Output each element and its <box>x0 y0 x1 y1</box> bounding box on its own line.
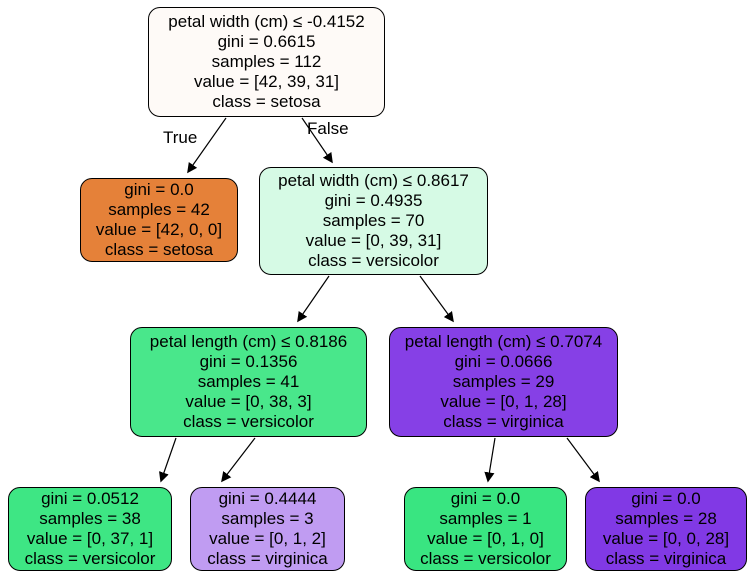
node-class: class = setosa <box>212 92 321 111</box>
node-split-condition: petal width (cm) ≤ 0.8617 <box>278 171 469 190</box>
node-gini: gini = 0.0 <box>450 489 521 508</box>
tree-node-leaf-virginica-28: gini = 0.0 samples = 28 value = [0, 0, 2… <box>585 487 747 571</box>
edge-label-false: False <box>307 119 349 138</box>
edge-mint-right <box>419 275 454 323</box>
edge-purple-left <box>484 437 496 483</box>
tree-node-petal-width-split: petal width (cm) ≤ 0.8617 gini = 0.4935 … <box>259 167 488 275</box>
node-samples: samples = 41 <box>197 372 300 391</box>
tree-node-petal-length-split-right: petal length (cm) ≤ 0.7074 gini = 0.0666… <box>389 327 618 437</box>
node-samples: samples = 28 <box>615 509 717 528</box>
node-samples: samples = 29 <box>452 372 555 391</box>
node-value: value = [0, 1, 28] <box>440 392 567 411</box>
node-value: value = [0, 1, 2] <box>209 529 326 548</box>
node-gini: gini = 0.4444 <box>218 489 317 508</box>
tree-node-leaf-virginica-3: gini = 0.4444 samples = 3 value = [0, 1,… <box>190 487 345 571</box>
node-gini: gini = 0.0666 <box>454 352 553 371</box>
node-split-condition: petal length (cm) ≤ 0.8186 <box>149 332 348 351</box>
node-split-condition: petal length (cm) ≤ 0.7074 <box>404 332 603 351</box>
tree-node-leaf-versicolor-1: gini = 0.0 samples = 1 value = [0, 1, 0]… <box>404 487 567 571</box>
edge-green-left <box>159 437 177 483</box>
node-samples: samples = 112 <box>211 52 322 71</box>
node-class: class = virginica <box>605 549 727 568</box>
edge-label-true: True <box>163 128 198 147</box>
edge-purple-right <box>566 437 600 483</box>
node-value: value = [0, 37, 1] <box>26 529 154 548</box>
node-gini: gini = 0.0 <box>631 489 701 508</box>
node-samples: samples = 1 <box>439 509 532 528</box>
node-samples: samples = 3 <box>221 509 314 528</box>
node-class: class = setosa <box>104 240 214 259</box>
edge-mint-left <box>297 275 330 323</box>
node-value: value = [0, 0, 28] <box>602 529 730 548</box>
tree-node-leaf-versicolor-38: gini = 0.0512 samples = 38 value = [0, 3… <box>8 487 172 571</box>
edge-green-right <box>221 437 256 483</box>
node-gini: gini = 0.0 <box>124 180 194 199</box>
node-gini: gini = 0.6615 <box>217 32 316 51</box>
node-gini: gini = 0.0512 <box>41 489 139 508</box>
node-class: class = virginica <box>207 549 328 568</box>
node-split-condition: petal width (cm) ≤ -0.4152 <box>168 12 365 31</box>
node-samples: samples = 38 <box>39 509 141 528</box>
node-value: value = [42, 39, 31] <box>193 72 340 91</box>
node-class: class = versicolor <box>24 549 156 568</box>
node-value: value = [0, 39, 31] <box>305 231 442 250</box>
node-samples: samples = 70 <box>322 211 425 230</box>
tree-node-setosa-leaf: gini = 0.0 samples = 42 value = [42, 0, … <box>80 178 238 262</box>
node-class: class = virginica <box>443 412 564 431</box>
node-gini: gini = 0.1356 <box>199 352 298 371</box>
node-samples: samples = 42 <box>108 200 210 219</box>
tree-node-petal-length-split-left: petal length (cm) ≤ 0.8186 gini = 0.1356… <box>130 327 367 437</box>
node-value: value = [0, 1, 0] <box>427 529 544 548</box>
tree-node-root: petal width (cm) ≤ -0.4152 gini = 0.6615… <box>148 7 385 117</box>
node-value: value = [0, 38, 3] <box>185 392 312 411</box>
node-value: value = [42, 0, 0] <box>95 220 223 239</box>
node-class: class = versicolor <box>183 412 314 431</box>
node-class: class = versicolor <box>420 549 551 568</box>
node-gini: gini = 0.4935 <box>324 191 423 210</box>
node-class: class = versicolor <box>308 251 439 270</box>
